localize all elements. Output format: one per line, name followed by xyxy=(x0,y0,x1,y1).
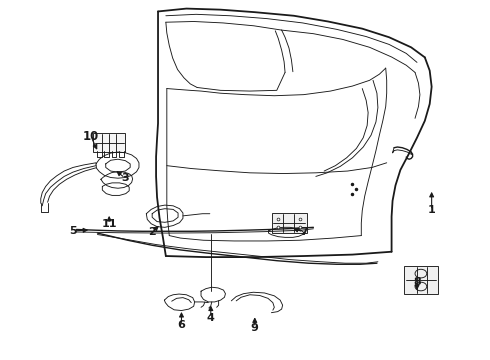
Text: 6: 6 xyxy=(177,320,185,330)
Text: 3: 3 xyxy=(122,173,129,183)
FancyBboxPatch shape xyxy=(93,133,125,152)
Text: 5: 5 xyxy=(69,226,77,236)
Text: 8: 8 xyxy=(413,277,421,287)
FancyBboxPatch shape xyxy=(272,213,307,233)
Text: 2: 2 xyxy=(148,227,156,237)
Text: 11: 11 xyxy=(101,219,117,229)
Text: 1: 1 xyxy=(428,206,436,216)
Text: 4: 4 xyxy=(207,313,215,323)
Text: 9: 9 xyxy=(251,323,259,333)
FancyBboxPatch shape xyxy=(404,266,438,294)
Text: 7: 7 xyxy=(300,227,308,237)
Text: 10: 10 xyxy=(83,130,99,144)
